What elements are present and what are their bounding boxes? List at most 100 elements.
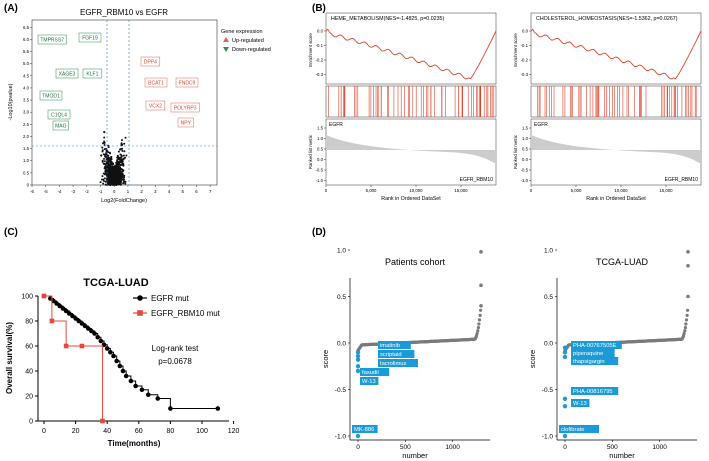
- volcano-point: [124, 180, 127, 183]
- volcano-x-tick-label: 4: [168, 189, 171, 194]
- drug-score-plot: TCGA-LUAD 1.0 0.5 0.0 -0.5 -1.0 0 500 1000 score n…: [528, 248, 697, 460]
- drug-y-tick-label: 0.5: [544, 294, 553, 301]
- survival-censor-egfr: [155, 396, 161, 401]
- gsea-es-tick-label: -0.1: [521, 43, 529, 48]
- survival-censor-egfr: [92, 331, 97, 336]
- volcano-point: [124, 182, 127, 185]
- volcano-point: [122, 154, 125, 157]
- drug-score-outlier: [479, 304, 483, 308]
- gsea-rank-tick-label: 1.0: [317, 136, 324, 141]
- volcano-point: [119, 148, 121, 151]
- drug-label: W-13: [573, 401, 587, 407]
- gsea-x-tick-label: 15,000: [659, 188, 673, 193]
- drug-score-outlier: [686, 264, 690, 268]
- gsea-x-tick-label: 15,000: [454, 188, 468, 193]
- volcano-point: [111, 180, 114, 183]
- volcano-y-tick-label: 1.5: [23, 146, 30, 151]
- volcano-point: [125, 154, 128, 157]
- drug-y-tick-label: 1.0: [337, 248, 346, 255]
- volcano-point: [109, 167, 111, 170]
- volcano-point: [118, 174, 121, 177]
- gsea-rank-tick-label: 0.0: [317, 157, 324, 162]
- drug-score-point: [683, 326, 688, 330]
- gene-label-box: [55, 68, 79, 79]
- drug-label: imatinib: [380, 343, 400, 349]
- volcano-point: [116, 156, 119, 159]
- volcano-point: [107, 146, 110, 149]
- drug-highlight-point: [355, 353, 361, 359]
- gene-label-box: [170, 102, 200, 113]
- gsea-bottom-label: EGFR_RBM10: [460, 177, 494, 183]
- gsea-rank-tick-label: -1.0: [521, 178, 529, 183]
- gsea-hits-frame: [530, 85, 702, 118]
- volcano-point: [118, 180, 120, 182]
- survival-censor-rbm10: [49, 318, 55, 324]
- gsea-rank-tick-label: 1.5: [317, 126, 324, 131]
- drug-highlight-point: [562, 396, 568, 401]
- gsea-rank-ylabel: Ranked list metric: [513, 134, 518, 169]
- drug-x-tick-label: 1000: [652, 444, 667, 451]
- volcano-gene-labels: TMPRSS7 FGF19 XAGE3 KLF1 TMOD1 C1QL4 MAG DPP4 BC…: [37, 32, 200, 131]
- drug-x-tick-label: 500: [400, 444, 411, 451]
- survival-censor-egfr: [66, 311, 72, 316]
- gsea-es-tick-label: 0.0: [317, 29, 324, 34]
- volcano-x-tick-label: 0: [113, 189, 116, 194]
- gsea-rank-tick-label: 0.5: [522, 147, 529, 152]
- volcano-point: [121, 147, 124, 150]
- drug-score-point: [477, 318, 482, 322]
- volcano-point: [109, 177, 112, 180]
- volcano-point: [104, 169, 107, 172]
- panel-a: (A) EGFR_RBM10 vs EGFR 0 0.5 1.0 1.5 2.0 2.5 3…: [4, 3, 271, 204]
- volcano-point: [118, 162, 121, 165]
- panel-d: (D) Patients cohort 1.0 0.5 0.0 -0.5 -1.0 0 500…: [312, 227, 697, 460]
- gsea-x-label: Rank in Ordered DataSet: [586, 196, 646, 202]
- gsea-es-frame: [325, 12, 497, 85]
- volcano-x-tick-label: 6: [195, 189, 198, 194]
- survival-y-tick-label: 80: [25, 319, 33, 326]
- volcano-point: [113, 178, 116, 181]
- gsea-bottom-label: EGFR_RBM10: [665, 177, 699, 183]
- volcano-point: [103, 136, 106, 139]
- survival-y-tick-label: 100: [21, 294, 33, 301]
- gsea-es-frame: [530, 12, 702, 85]
- drug-x-tick-label: 1000: [445, 444, 460, 451]
- drug-y-tick-label: -0.5: [542, 387, 554, 394]
- volcano-x-tick-label: -4: [57, 189, 61, 194]
- panel-d-label: (D): [312, 227, 326, 238]
- survival-x-tick-label: 0: [42, 428, 46, 435]
- survival-censor-egfr: [89, 328, 94, 334]
- gsea-rank-tick-label: 0.5: [317, 147, 324, 152]
- drug-label: piperaquine: [573, 351, 603, 357]
- volcano-y-label: -Log10(pvalue): [8, 83, 14, 120]
- gsea-enrichment-curve: [530, 28, 702, 80]
- gsea-x-tick-label: 0: [325, 188, 328, 193]
- survival-y-tick-label: 60: [25, 344, 33, 351]
- volcano-point: [103, 160, 106, 163]
- survival-x-tick-label: 20: [72, 428, 80, 435]
- volcano-point: [121, 172, 124, 175]
- volcano-point: [101, 146, 104, 149]
- up-regulated-marker: [223, 37, 229, 42]
- volcano-point: [102, 142, 104, 145]
- gsea-title: CHOLESTEROL_HOMEOSTASIS(NES=-1.5362, p=0…: [536, 16, 678, 22]
- drug-highlight-point: [562, 404, 568, 409]
- volcano-y-tick-label: 0: [27, 183, 30, 188]
- gsea-es-tick-label: -0.3: [316, 72, 324, 77]
- gsea-es-ylabel: Enrichment score: [513, 33, 518, 67]
- gene-label-down: MAG: [55, 124, 67, 130]
- survival-censor-egfr: [57, 303, 63, 309]
- survival-y-tick-label: 40: [25, 369, 33, 376]
- volcano-point: [118, 157, 121, 160]
- survival-censor-egfr: [128, 378, 134, 384]
- drug-label-box: [571, 341, 622, 349]
- survival-censor-egfr: [168, 406, 173, 411]
- panel-b: (B) HEME_METABOLISM(NES=-1.4825, p=0.023…: [308, 3, 702, 202]
- gsea-plot: HEME_METABOLISM(NES=-1.4825, p=0.0235) 0.…: [308, 12, 497, 202]
- volcano-point: [108, 151, 111, 154]
- survival-censor-egfr: [60, 306, 66, 311]
- volcano-point: [119, 181, 122, 184]
- drug-highlight-point: [562, 345, 568, 350]
- drug-highlight-point: [355, 433, 361, 439]
- survival-censor-egfr: [215, 406, 221, 411]
